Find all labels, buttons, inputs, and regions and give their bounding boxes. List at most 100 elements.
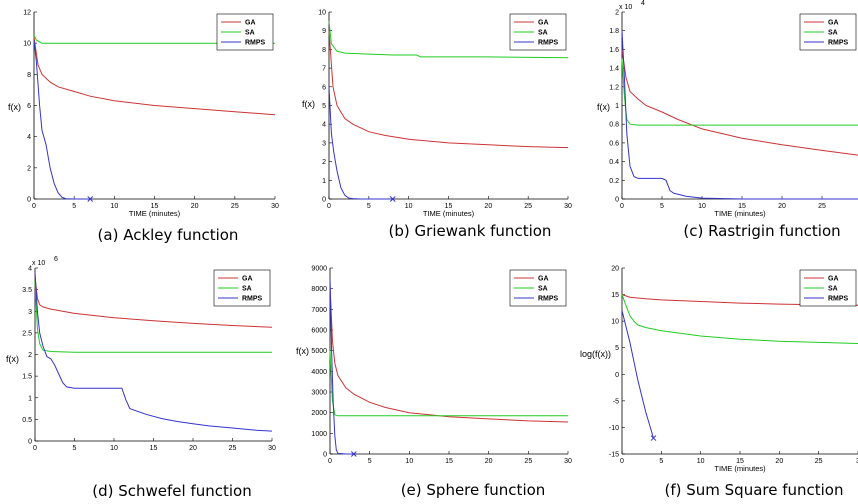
y-tick-label: 2000: [311, 410, 327, 417]
x-tick-label: 5: [73, 445, 77, 452]
y-tick-label: 7: [322, 66, 326, 73]
x-tick-label: 20: [485, 458, 493, 465]
y-axis-label: f(x): [8, 102, 21, 112]
series-ga-line: [621, 49, 858, 156]
x-tick-label: 3: [856, 458, 858, 465]
y-exponent-label: x 10: [32, 260, 45, 267]
y-tick-label: -5: [613, 398, 619, 405]
chart-caption: (a) Ackley function: [98, 226, 239, 244]
x-tick-label: 5: [659, 458, 663, 465]
y-exponent-power: 6: [54, 256, 58, 263]
y-tick-label: 3: [28, 309, 32, 316]
y-axis-label: log(f(x)): [580, 349, 611, 359]
y-tick-label: -10: [609, 425, 619, 432]
y-tick-label: 10: [611, 319, 619, 326]
y-tick-label: -15: [609, 452, 619, 459]
x-tick-label: 25: [815, 458, 823, 465]
x-tick-label: 15: [736, 458, 744, 465]
y-tick-label: 1: [615, 103, 619, 110]
chart-5: 0 5 10 15 20 25 30 0 1000 2000 3000 4000 5000 6000 700…: [296, 266, 572, 500]
y-tick-label: 0: [615, 197, 619, 204]
x-tick-label: 10: [405, 203, 413, 210]
x-tick-label: 15: [150, 445, 158, 452]
legend-label-ga: GA: [538, 276, 549, 283]
y-tick-label: 2: [28, 352, 32, 359]
series-ga-line: [33, 36, 276, 116]
y-tick-label: 4: [27, 134, 31, 141]
legend-label-ga: GA: [245, 20, 256, 27]
legend-label-ga: GA: [828, 276, 839, 283]
y-tick-label: 1.6: [609, 47, 619, 54]
y-tick-label: 1.2: [609, 84, 619, 91]
series-rmps-end-marker: [87, 196, 94, 202]
y-tick-label: 1: [28, 395, 32, 402]
y-tick-label: 1000: [311, 431, 327, 438]
x-tick-label: 20: [778, 203, 786, 210]
y-tick-label: 10: [318, 10, 326, 17]
x-tick-label: 30: [564, 458, 572, 465]
x-tick-label: 30: [268, 445, 276, 452]
legend-label-ga: GA: [538, 20, 549, 27]
y-tick-label: 1.4: [609, 66, 619, 73]
x-tick-label: 25: [524, 458, 532, 465]
series-ga-line: [34, 276, 273, 328]
y-tick-label: 2.5: [22, 330, 32, 337]
series-rmps-end-marker: [650, 435, 657, 441]
y-tick-label: 0: [27, 197, 31, 204]
x-tick-label: 20: [775, 458, 783, 465]
y-tick-label: 0.5: [22, 417, 32, 424]
legend-label-rmps: RMPS: [538, 40, 559, 47]
chart-6: 0 5 10 15 20 25 3 -15 -10 -5 0 5 10 15 20 TIME (minutes…: [580, 266, 858, 499]
series-rmps-line: [329, 278, 354, 455]
y-axis-label: f(x): [302, 99, 315, 109]
x-tick-label: 5: [368, 458, 372, 465]
x-tick-label: 10: [110, 203, 118, 210]
x-tick-label: 20: [189, 445, 197, 452]
x-tick-label: 10: [698, 203, 706, 210]
y-tick-label: 3.5: [22, 287, 32, 294]
x-tick-label: 0: [620, 203, 624, 210]
series-rmps-end-marker: [350, 451, 357, 457]
x-tick-label: 10: [697, 458, 705, 465]
y-tick-label: 9000: [311, 266, 327, 273]
x-tick-label: 5: [72, 203, 76, 210]
x-tick-label: 25: [229, 445, 237, 452]
chart-3: 0 5 10 15 20 25 0 0.2 0.4 0.6 0.8 1 1.2 1.4 1.6 1.8 2x 1…: [597, 0, 858, 240]
legend-label-sa: SA: [242, 286, 252, 293]
series-rmps-line: [621, 30, 858, 200]
x-tick-label: 0: [327, 203, 331, 210]
y-tick-label: 2: [615, 10, 619, 17]
series-ga-line: [329, 284, 569, 423]
y-tick-label: 0.4: [609, 159, 619, 166]
y-tick-label: 8: [322, 47, 326, 54]
x-tick-label: 0: [620, 458, 624, 465]
chart-caption: (d) Schwefel function: [92, 482, 252, 500]
x-tick-label: 0: [328, 458, 332, 465]
x-tick-label: 25: [231, 203, 239, 210]
legend-label-sa: SA: [828, 30, 838, 37]
y-tick-label: 0: [28, 439, 32, 446]
legend-label-rmps: RMPS: [828, 40, 849, 47]
x-axis-label: TIME (minutes): [129, 209, 181, 218]
legend-label-sa: SA: [245, 30, 255, 37]
legend-label-sa: SA: [538, 286, 548, 293]
x-tick-label: 0: [32, 203, 36, 210]
y-tick-label: 4000: [311, 369, 327, 376]
legend-label-ga: GA: [242, 276, 253, 283]
series-rmps-end-marker: [389, 196, 396, 202]
chart-caption: (b) Griewank function: [389, 222, 552, 240]
y-tick-label: 1: [322, 178, 326, 185]
y-tick-label: 0: [615, 372, 619, 379]
y-tick-label: 8000: [311, 286, 327, 293]
x-tick-label: 15: [151, 203, 159, 210]
x-tick-label: 20: [484, 203, 492, 210]
y-tick-label: 12: [23, 10, 31, 17]
y-tick-label: 5: [322, 103, 326, 110]
chart-2: 0 5 10 15 20 25 30 0 1 2 3 4 5 6 7 8 9 10 TIME (minutes) f(…: [302, 10, 572, 241]
chart-1: 0 5 10 15 20 25 30 0 2 4 6 8 10 12 TIME (minutes) f(x) G…: [8, 10, 279, 245]
y-tick-label: 1.8: [609, 28, 619, 35]
x-tick-label: 30: [271, 203, 279, 210]
x-tick-label: 20: [191, 203, 199, 210]
x-tick-label: 15: [738, 203, 746, 210]
y-tick-label: 0.2: [609, 178, 619, 185]
